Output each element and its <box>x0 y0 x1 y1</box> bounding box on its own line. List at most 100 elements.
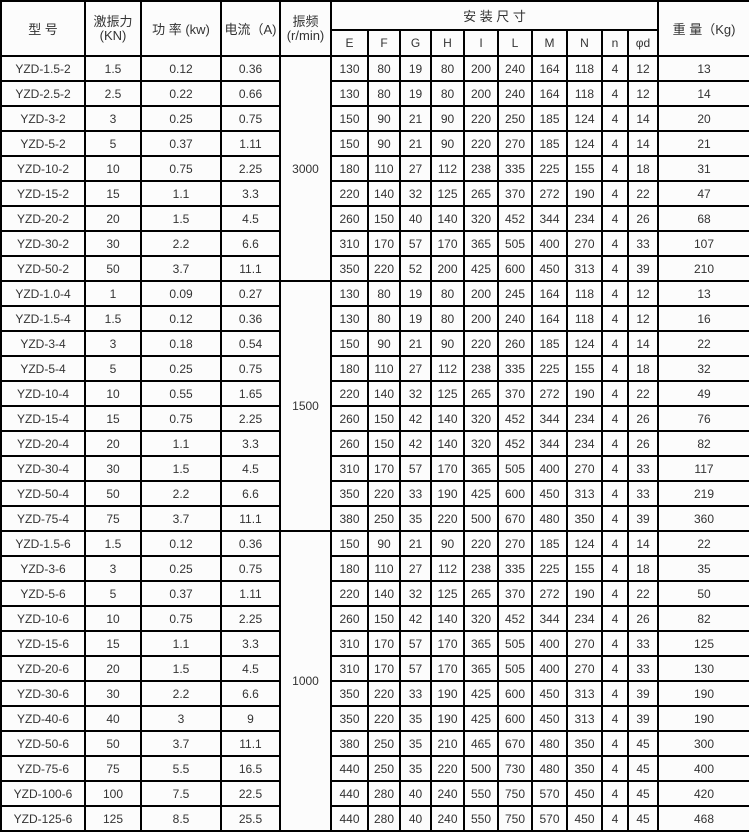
cell-dim-n: 4 <box>601 655 629 682</box>
col-header-force: 激振力 (KN) <box>84 0 142 57</box>
cell-power: 0.75 <box>140 405 222 432</box>
cell-dim-F: 110 <box>367 355 401 382</box>
cell-power: 0.22 <box>140 80 222 107</box>
cell-dim-L: 260 <box>497 330 533 357</box>
cell-dim-n: 4 <box>601 680 629 707</box>
cell-dim-G: 57 <box>399 655 432 682</box>
cell-current: 25.5 <box>220 805 281 832</box>
cell-dim-G: 42 <box>399 405 432 432</box>
cell-force: 75 <box>84 505 142 532</box>
cell-dim-φd: 45 <box>627 805 659 832</box>
cell-force: 15 <box>84 405 142 432</box>
cell-force: 30 <box>84 680 142 707</box>
cell-dim-M: 400 <box>531 455 568 482</box>
cell-dim-φd: 14 <box>627 530 659 557</box>
cell-dim-E: 350 <box>330 480 369 507</box>
cell-dim-N: 155 <box>566 555 603 582</box>
cell-dim-E: 380 <box>330 730 369 757</box>
cell-current: 0.75 <box>220 105 281 132</box>
cell-current: 22.5 <box>220 780 281 807</box>
cell-model: YZD-1.5-6 <box>0 530 86 557</box>
cell-model: YZD-3-4 <box>0 330 86 357</box>
cell-dim-E: 440 <box>330 755 369 782</box>
table-row: YZD-15-2 15 1.1 3.3 220 140 32 125 265 370 272 190 4… <box>0 180 749 207</box>
cell-current: 3.3 <box>220 630 281 657</box>
cell-dim-M: 344 <box>531 405 568 432</box>
cell-dim-L: 250 <box>497 105 533 132</box>
cell-model: YZD-100-6 <box>0 780 86 807</box>
cell-dim-L: 335 <box>497 155 533 182</box>
cell-dim-N: 124 <box>566 130 603 157</box>
cell-dim-N: 155 <box>566 155 603 182</box>
cell-dim-M: 164 <box>531 280 568 307</box>
cell-dim-n: 4 <box>601 705 629 732</box>
cell-dim-F: 170 <box>367 630 401 657</box>
cell-weight: 31 <box>657 155 749 182</box>
cell-power: 1.5 <box>140 455 222 482</box>
cell-force: 15 <box>84 180 142 207</box>
cell-dim-M: 400 <box>531 230 568 257</box>
cell-weight: 360 <box>657 505 749 532</box>
cell-dim-N: 313 <box>566 255 603 282</box>
cell-dim-H: 140 <box>430 405 465 432</box>
cell-dim-N: 118 <box>566 305 603 332</box>
cell-dim-G: 19 <box>399 280 432 307</box>
cell-dim-G: 27 <box>399 155 432 182</box>
cell-dim-M: 185 <box>531 330 568 357</box>
cell-weight: 190 <box>657 705 749 732</box>
cell-power: 1.5 <box>140 205 222 232</box>
cell-force: 15 <box>84 630 142 657</box>
cell-power: 0.25 <box>140 355 222 382</box>
cell-dim-H: 80 <box>430 280 465 307</box>
cell-model: YZD-3-6 <box>0 555 86 582</box>
cell-power: 0.09 <box>140 280 222 307</box>
cell-dim-M: 185 <box>531 130 568 157</box>
cell-dim-F: 80 <box>367 80 401 107</box>
cell-dim-H: 90 <box>430 130 465 157</box>
cell-model: YZD-5-4 <box>0 355 86 382</box>
cell-dim-φd: 39 <box>627 505 659 532</box>
cell-dim-M: 450 <box>531 255 568 282</box>
table-row: YZD-30-6 30 2.2 6.6 350 220 33 190 425 600 450 313 4… <box>0 680 749 707</box>
cell-dim-H: 112 <box>430 155 465 182</box>
cell-dim-F: 80 <box>367 280 401 307</box>
cell-dim-M: 450 <box>531 680 568 707</box>
cell-dim-I: 550 <box>463 805 499 832</box>
cell-power: 8.5 <box>140 805 222 832</box>
cell-dim-I: 425 <box>463 680 499 707</box>
cell-dim-H: 112 <box>430 355 465 382</box>
cell-current: 11.1 <box>220 730 281 757</box>
cell-dim-φd: 12 <box>627 80 659 107</box>
cell-dim-E: 380 <box>330 505 369 532</box>
cell-dim-N: 155 <box>566 355 603 382</box>
cell-weight: 400 <box>657 755 749 782</box>
cell-dim-N: 313 <box>566 705 603 732</box>
cell-dim-φd: 22 <box>627 380 659 407</box>
cell-dim-H: 170 <box>430 655 465 682</box>
col-header-dim-n: n <box>601 29 629 57</box>
cell-frequency: 3000 <box>279 55 332 282</box>
col-header-dim-M: M <box>531 29 568 57</box>
cell-dim-L: 505 <box>497 230 533 257</box>
cell-dim-F: 90 <box>367 130 401 157</box>
cell-current: 3.3 <box>220 430 281 457</box>
cell-dim-L: 335 <box>497 355 533 382</box>
cell-dim-F: 150 <box>367 430 401 457</box>
cell-model: YZD-20-6 <box>0 655 86 682</box>
cell-dim-E: 180 <box>330 355 369 382</box>
cell-dim-I: 365 <box>463 455 499 482</box>
cell-dim-N: 234 <box>566 605 603 632</box>
cell-dim-H: 125 <box>430 380 465 407</box>
cell-dim-φd: 39 <box>627 255 659 282</box>
cell-dim-H: 190 <box>430 480 465 507</box>
cell-dim-N: 450 <box>566 780 603 807</box>
cell-current: 1.65 <box>220 380 281 407</box>
cell-dim-N: 350 <box>566 730 603 757</box>
cell-model: YZD-40-6 <box>0 705 86 732</box>
cell-dim-N: 270 <box>566 655 603 682</box>
cell-current: 1.11 <box>220 580 281 607</box>
cell-dim-N: 234 <box>566 405 603 432</box>
cell-power: 2.2 <box>140 480 222 507</box>
cell-dim-I: 220 <box>463 130 499 157</box>
cell-dim-F: 80 <box>367 305 401 332</box>
